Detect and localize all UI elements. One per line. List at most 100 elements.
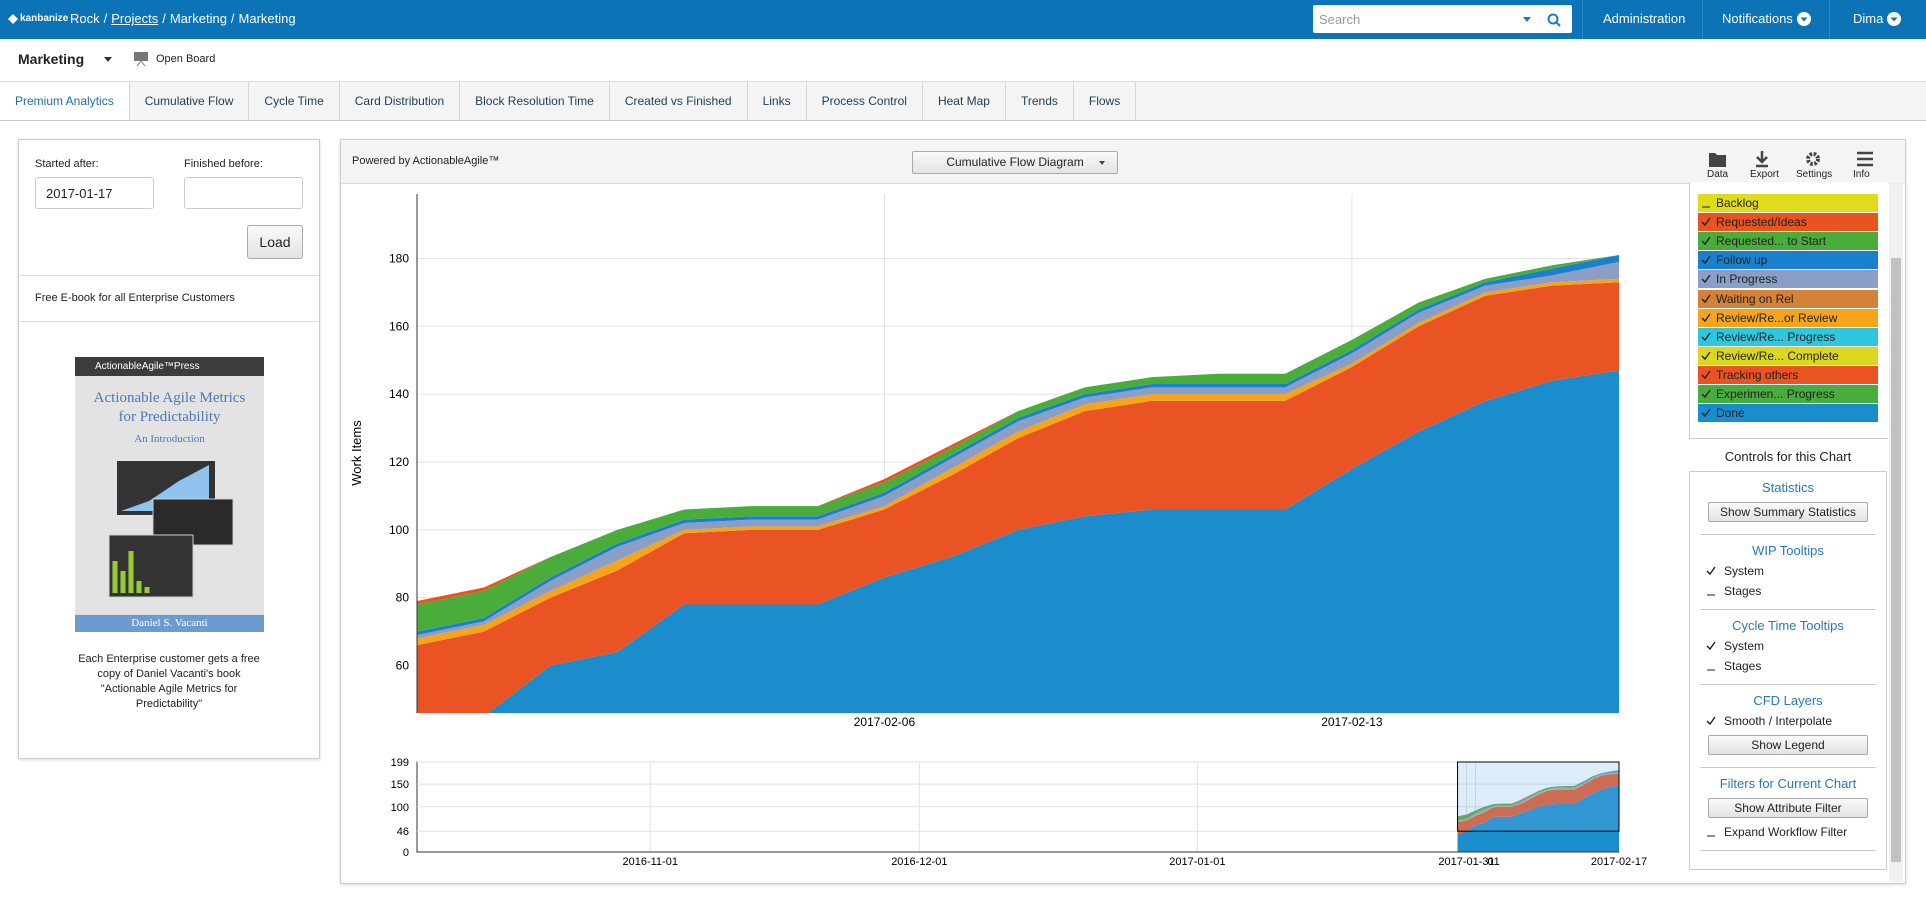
logo: kanbanize [20, 13, 69, 24]
top-bar: kanbanize Rock / Projects / Marketing / Market… [0, 0, 1926, 39]
ebook-heading: Free E-book for all Enterprise Customers [35, 292, 235, 304]
control-option[interactable]: Stages [1700, 581, 1876, 601]
tab[interactable]: Trends [1006, 82, 1074, 120]
toolbar-button[interactable]: Settings [1796, 169, 1833, 180]
legend-label: Requested... to Start [1716, 234, 1827, 249]
section-title[interactable]: Cycle Time Tooltips [1732, 618, 1844, 633]
chart-select-label: Cumulative Flow Diagram [946, 155, 1084, 169]
check-empty [1707, 835, 1715, 837]
separator [1702, 0, 1703, 39]
breadcrumb-item[interactable]: Rock [70, 11, 100, 26]
nav-link[interactable]: Notifications [1722, 11, 1793, 26]
toolbar-button[interactable]: Export [1750, 169, 1779, 180]
check-mark [1701, 294, 1711, 303]
check-mark [1701, 255, 1711, 265]
cover-title: Actionable Agile Metrics for Predictabil… [93, 390, 246, 425]
search-box[interactable]: Search [1313, 5, 1572, 33]
breadcrumb-item[interactable]: Projects [111, 11, 159, 26]
option-label: System [1724, 639, 1765, 653]
open-board[interactable]: Open Board [156, 53, 216, 65]
section-title[interactable]: CFD Layers [1753, 693, 1823, 708]
legend-item[interactable]: Requested/Ideas [1698, 213, 1878, 233]
load-button[interactable]: Load [247, 225, 303, 259]
tab[interactable]: Cycle Time [249, 82, 340, 120]
legend-item[interactable]: In Progress [1698, 270, 1878, 290]
check-mark [1706, 641, 1716, 651]
date-input[interactable] [184, 177, 303, 209]
breadcrumb-item[interactable]: Marketing [169, 11, 227, 26]
control-button[interactable]: Show Legend [1708, 735, 1868, 755]
cover-author: Daniel S. Vacanti [75, 615, 264, 632]
breadcrumb: Rock / Projects / Marketing / Marketing [70, 11, 296, 26]
legend-item[interactable]: Review/Re... Progress [1698, 327, 1878, 347]
legend-label: Review/Re... Complete [1716, 348, 1839, 363]
nav-link[interactable]: Dima [1853, 11, 1884, 26]
tab[interactable]: Flows [1074, 82, 1137, 120]
cover-art [109, 461, 234, 598]
control-option[interactable]: Smooth / Interpolate [1700, 711, 1876, 731]
powered-by: Powered by ActionableAgile™ [352, 155, 500, 167]
breadcrumb-separator: / [162, 11, 166, 26]
legend-item[interactable]: Follow up [1698, 251, 1878, 271]
board-name[interactable]: Marketing [18, 51, 85, 67]
control-option[interactable]: Expand Workflow Filter [1700, 822, 1876, 842]
control-section: Filters for Current Chart Show Attribute … [1700, 768, 1876, 851]
legend-label: Requested/Ideas [1716, 215, 1807, 230]
check-mark [1701, 274, 1711, 284]
legend-label: Review/Re...or Review [1716, 310, 1838, 325]
search-icons [1523, 13, 1561, 27]
nav-link[interactable]: Administration [1603, 11, 1686, 26]
tab[interactable]: Heat Map [923, 82, 1006, 120]
tab[interactable]: Created vs Finished [610, 82, 748, 120]
breadcrumb-item[interactable]: Marketing [238, 11, 296, 26]
option-label: Expand Workflow Filter [1724, 825, 1848, 839]
legend-label: Done [1716, 406, 1745, 421]
date-input[interactable]: 2017-01-17 [35, 177, 154, 209]
tab[interactable]: Card Distribution [340, 82, 461, 120]
tab-bar: Premium Analytics Cumulative Flow Cycle Ti… [0, 81, 1926, 121]
search-placeholder: Search [1319, 12, 1361, 27]
scrollbar[interactable] [1889, 182, 1903, 882]
legend-item[interactable]: Review/Re...or Review [1698, 308, 1878, 328]
control-option[interactable]: Stages [1700, 656, 1876, 676]
tab[interactable]: Block Resolution Time [460, 82, 610, 120]
legend-item[interactable]: Requested... to Start [1698, 232, 1878, 252]
option-label: Stages [1724, 659, 1762, 673]
tab[interactable]: Links [748, 82, 807, 120]
legend-item[interactable]: Done [1698, 404, 1878, 424]
control-option[interactable]: System [1700, 561, 1876, 581]
check-mark [1701, 217, 1711, 227]
legend-item[interactable]: Backlog [1698, 194, 1878, 213]
check-mark [1701, 236, 1711, 246]
tab[interactable]: Premium Analytics [0, 82, 130, 120]
legend-item[interactable]: Waiting on Rel [1698, 289, 1878, 309]
book-cover[interactable]: ActionableAgile™Press Actionable Agile M… [75, 357, 264, 632]
control-button[interactable]: Show Summary Statistics [1708, 502, 1868, 522]
option-label: System [1724, 564, 1765, 578]
control-option[interactable]: System [1700, 636, 1876, 656]
section-title[interactable]: Statistics [1761, 480, 1814, 495]
toolbar-button[interactable]: Data [1707, 169, 1729, 180]
legend-item[interactable]: Experimen... Progress [1698, 385, 1878, 404]
scroll-thumb[interactable] [1891, 258, 1901, 862]
control-button[interactable]: Show Attribute Filter [1708, 798, 1868, 818]
legend-item[interactable]: Review/Re... Complete [1698, 346, 1878, 366]
ebook-caption: Each Enterprise customer gets a free cop… [78, 653, 260, 710]
breadcrumb-separator: / [230, 11, 235, 26]
control-section: Cycle Time Tooltips System Stages [1700, 610, 1876, 685]
section-title[interactable]: Filters for Current Chart [1719, 776, 1857, 791]
divider [19, 275, 319, 276]
toolbar-button[interactable]: Info [1853, 169, 1870, 180]
legend-label: Waiting on Rel [1716, 291, 1794, 306]
chart-select[interactable]: Cumulative Flow Diagram [912, 151, 1118, 174]
tab[interactable]: Process Control [807, 82, 923, 120]
separator [1582, 0, 1583, 39]
legend-item[interactable]: Tracking others [1698, 365, 1878, 385]
section-title[interactable]: WIP Tooltips [1752, 543, 1824, 558]
dropdown-icon [1887, 12, 1901, 26]
option-label: Smooth / Interpolate [1724, 714, 1833, 728]
left-panel: Started after: 2017-01-17 Finished befor… [18, 139, 320, 759]
tab[interactable]: Cumulative Flow [130, 82, 250, 120]
check-mark [1706, 566, 1716, 576]
